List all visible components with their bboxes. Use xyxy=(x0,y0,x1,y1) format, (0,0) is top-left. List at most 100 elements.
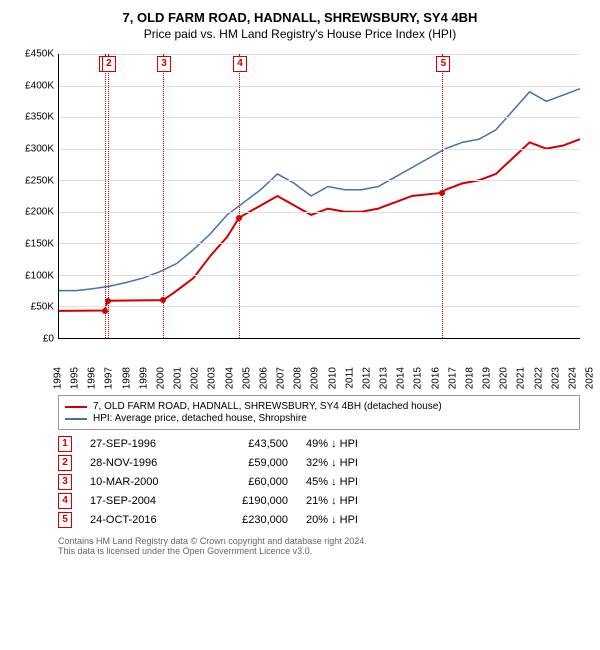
x-axis-label: 2012 xyxy=(361,367,372,389)
row-diff: 20% ↓ HPI xyxy=(306,514,396,526)
gridline xyxy=(59,86,580,87)
row-marker: 3 xyxy=(58,474,72,490)
x-axis-label: 2024 xyxy=(567,367,578,389)
y-axis-label: £350K xyxy=(10,112,54,123)
footer-line-1: Contains HM Land Registry data © Crown c… xyxy=(58,536,580,546)
transaction-row: 310-MAR-2000£60,00045% ↓ HPI xyxy=(58,474,580,490)
marker-dot xyxy=(236,215,242,221)
row-date: 10-MAR-2000 xyxy=(90,476,190,488)
row-marker: 5 xyxy=(58,512,72,528)
series-price_paid xyxy=(59,139,580,311)
y-axis-label: £300K xyxy=(10,144,54,155)
x-axis-label: 2003 xyxy=(207,367,218,389)
x-axis-label: 2021 xyxy=(516,367,527,389)
x-axis-label: 2013 xyxy=(379,367,390,389)
marker-dot xyxy=(439,190,445,196)
series-hpi xyxy=(59,89,580,291)
x-axis-label: 2017 xyxy=(447,367,458,389)
marker-line xyxy=(105,54,106,338)
row-date: 28-NOV-1996 xyxy=(90,457,190,469)
row-price: £190,000 xyxy=(208,495,288,507)
gridline xyxy=(59,54,580,55)
marker-line xyxy=(239,54,240,338)
y-axis-label: £0 xyxy=(10,334,54,345)
marker-line xyxy=(442,54,443,338)
transaction-row: 524-OCT-2016£230,00020% ↓ HPI xyxy=(58,512,580,528)
marker-box: 4 xyxy=(233,56,247,72)
transaction-row: 1 27-SEP-1996 £43,500 49% ↓ HPI xyxy=(58,436,580,452)
x-axis-label: 2010 xyxy=(327,367,338,389)
legend-swatch xyxy=(65,418,87,420)
legend-item: 7, OLD FARM ROAD, HADNALL, SHREWSBURY, S… xyxy=(65,401,573,412)
row-price: £230,000 xyxy=(208,514,288,526)
footer-line-2: This data is licensed under the Open Gov… xyxy=(58,546,580,556)
footer: Contains HM Land Registry data © Crown c… xyxy=(58,536,580,556)
x-axis-label: 2019 xyxy=(482,367,493,389)
x-axis-label: 2001 xyxy=(173,367,184,389)
gridline xyxy=(59,149,580,150)
x-axis-label: 2009 xyxy=(310,367,321,389)
row-marker: 4 xyxy=(58,493,72,509)
row-date: 17-SEP-2004 xyxy=(90,495,190,507)
x-axis-label: 1995 xyxy=(70,367,81,389)
x-axis-label: 2006 xyxy=(258,367,269,389)
x-axis-label: 2022 xyxy=(533,367,544,389)
row-diff: 49% ↓ HPI xyxy=(306,438,396,450)
y-axis-label: £450K xyxy=(10,49,54,60)
row-price: £59,000 xyxy=(208,457,288,469)
x-axis-label: 2004 xyxy=(224,367,235,389)
y-axis-label: £50K xyxy=(10,302,54,313)
gridline xyxy=(59,117,580,118)
gridline xyxy=(59,212,580,213)
legend-label: 7, OLD FARM ROAD, HADNALL, SHREWSBURY, S… xyxy=(93,401,442,412)
transaction-table: 1 27-SEP-1996 £43,500 49% ↓ HPI 2 28-NOV-1996… xyxy=(58,436,580,528)
row-diff: 21% ↓ HPI xyxy=(306,495,396,507)
x-axis-label: 2011 xyxy=(344,367,355,389)
marker-line xyxy=(108,54,109,338)
row-diff: 32% ↓ HPI xyxy=(306,457,396,469)
x-axis-label: 2014 xyxy=(396,367,407,389)
chart-subtitle: Price paid vs. HM Land Registry's House … xyxy=(10,27,590,41)
row-date: 27-SEP-1996 xyxy=(90,438,190,450)
legend-label: HPI: Average price, detached house, Shro… xyxy=(93,413,307,424)
title-block: 7, OLD FARM ROAD, HADNALL, SHREWSBURY, S… xyxy=(10,10,590,41)
x-axis-label: 2005 xyxy=(241,367,252,389)
y-axis-label: £100K xyxy=(10,270,54,281)
marker-box: 5 xyxy=(436,56,450,72)
x-axis-label: 2023 xyxy=(550,367,561,389)
transaction-row: 4 17-SEP-2004 £190,000 21% ↓ HPI xyxy=(58,493,580,509)
plot-region: 12345 xyxy=(58,54,580,339)
gridline xyxy=(59,306,580,307)
gridline xyxy=(59,243,580,244)
chart-area: 12345 £0£50K£100K£150K£200K£250K£300K£35… xyxy=(10,49,590,389)
x-axis-label: 2016 xyxy=(430,367,441,389)
row-marker: 2 xyxy=(58,455,72,471)
x-axis-label: 2018 xyxy=(464,367,475,389)
y-axis-label: £200K xyxy=(10,207,54,218)
x-axis-label: 2007 xyxy=(276,367,287,389)
marker-dot xyxy=(160,297,166,303)
x-axis-label: 2000 xyxy=(155,367,166,389)
y-axis-label: £400K xyxy=(10,80,54,91)
x-axis-label: 2025 xyxy=(585,367,596,389)
y-axis-label: £250K xyxy=(10,175,54,186)
lines-svg xyxy=(59,54,580,338)
transaction-row: 2 28-NOV-1996 £59,000 32% ↓ HPI xyxy=(58,455,580,471)
legend-item: HPI: Average price, detached house, Shro… xyxy=(65,413,573,424)
gridline xyxy=(59,275,580,276)
legend-swatch xyxy=(65,406,87,408)
row-price: £43,500 xyxy=(208,438,288,450)
legend: 7, OLD FARM ROAD, HADNALL, SHREWSBURY, S… xyxy=(58,395,580,430)
marker-line xyxy=(163,54,164,338)
row-diff: 45% ↓ HPI xyxy=(306,476,396,488)
row-marker: 1 xyxy=(58,436,72,452)
marker-dot xyxy=(105,298,111,304)
x-axis-label: 2002 xyxy=(190,367,201,389)
marker-box: 3 xyxy=(157,56,171,72)
marker-box: 2 xyxy=(102,56,116,72)
x-axis-label: 2015 xyxy=(413,367,424,389)
x-axis-label: 1998 xyxy=(121,367,132,389)
x-axis-label: 1997 xyxy=(104,367,115,389)
x-axis-label: 1996 xyxy=(87,367,98,389)
x-axis-label: 1999 xyxy=(138,367,149,389)
